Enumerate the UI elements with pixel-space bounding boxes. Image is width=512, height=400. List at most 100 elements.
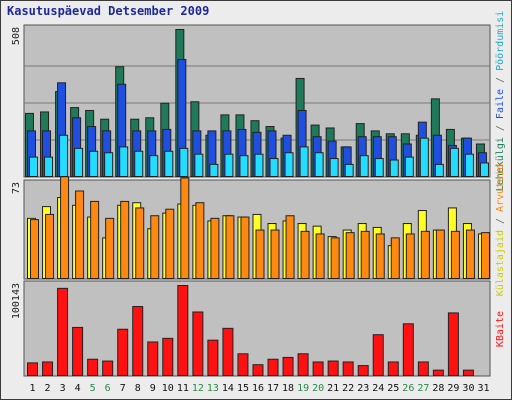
kbytes-bar bbox=[192, 311, 204, 377]
files-bar bbox=[449, 147, 459, 177]
files-bar bbox=[89, 150, 99, 177]
files-bar bbox=[419, 137, 429, 178]
files-bar bbox=[134, 150, 144, 177]
files-bar bbox=[44, 156, 54, 177]
files-bar bbox=[269, 158, 279, 177]
x-tick-label: 8 bbox=[135, 383, 141, 394]
visits-bar bbox=[375, 233, 385, 280]
visits-bar bbox=[120, 200, 130, 279]
kbytes-bar bbox=[27, 362, 38, 377]
kbytes-bar bbox=[102, 360, 114, 377]
kbytes-bar bbox=[312, 361, 324, 376]
files-bar bbox=[59, 134, 69, 177]
middle-ymax-label: 73 bbox=[11, 182, 22, 194]
visits-bar bbox=[255, 229, 265, 279]
visits-bar bbox=[390, 237, 400, 280]
files-bar bbox=[74, 147, 84, 177]
kbytes-bar bbox=[417, 361, 429, 376]
files-bar bbox=[314, 152, 324, 177]
visits-bar bbox=[285, 215, 295, 280]
x-tick-label: 19 bbox=[297, 383, 309, 394]
kbytes-bar bbox=[207, 339, 219, 376]
visits-bar bbox=[30, 219, 39, 280]
kbytes-bar bbox=[57, 287, 69, 376]
kbytes-bar bbox=[402, 323, 414, 377]
x-tick-label: 18 bbox=[282, 383, 294, 394]
kbytes-bar bbox=[132, 306, 144, 376]
visits-bar bbox=[345, 232, 355, 279]
kbytes-bar bbox=[447, 312, 459, 376]
kbytes-bar bbox=[342, 361, 354, 376]
x-tick-label: 17 bbox=[267, 383, 279, 394]
kbytes-bar bbox=[87, 358, 99, 376]
files-bar bbox=[404, 156, 414, 177]
x-tick-label: 7 bbox=[120, 383, 126, 394]
x-tick-label: 26 bbox=[402, 383, 414, 394]
x-tick-label: 28 bbox=[432, 383, 444, 394]
visits-bar bbox=[330, 237, 340, 280]
visits-bar bbox=[135, 207, 145, 279]
files-bar bbox=[239, 155, 249, 178]
bottom-ymax-label: 100143 bbox=[11, 283, 22, 319]
visits-bar bbox=[105, 217, 115, 279]
kbytes-bar bbox=[237, 353, 249, 377]
files-bar bbox=[209, 163, 219, 178]
x-tick-label: 25 bbox=[387, 383, 399, 394]
x-tick-label: 14 bbox=[222, 383, 234, 394]
x-tick-label: 15 bbox=[237, 383, 249, 394]
visits-bar bbox=[420, 230, 430, 280]
kbytes-bar bbox=[372, 334, 384, 376]
middle-legend-label: Külastajaid / Arvuteid bbox=[495, 164, 506, 296]
x-tick-label: 13 bbox=[207, 383, 219, 394]
visits-bar bbox=[45, 213, 55, 279]
top-ymax-label: 508 bbox=[11, 27, 22, 45]
x-tick-label: 4 bbox=[75, 383, 81, 394]
files-bar bbox=[179, 147, 189, 177]
x-tick-label: 5 bbox=[90, 383, 96, 394]
kbytes-bar bbox=[177, 285, 189, 376]
visits-bar bbox=[60, 176, 70, 280]
x-tick-label: 3 bbox=[60, 383, 66, 394]
bottom-legend-label: KBaite bbox=[495, 311, 506, 347]
visits-bar bbox=[315, 233, 325, 280]
x-tick-label: 10 bbox=[162, 383, 174, 394]
visits-bar bbox=[150, 215, 160, 280]
visits-bar bbox=[165, 208, 175, 279]
kbytes-bar bbox=[162, 337, 174, 376]
visits-bar bbox=[225, 215, 235, 280]
legend-part: Faile bbox=[495, 89, 506, 119]
visits-bar bbox=[180, 177, 190, 279]
files-bar bbox=[359, 155, 369, 178]
files-bar bbox=[479, 162, 489, 178]
visits-bar bbox=[195, 202, 205, 279]
x-tick-label: 27 bbox=[417, 383, 429, 394]
files-bar bbox=[119, 146, 129, 178]
files-bar bbox=[254, 153, 264, 178]
visits-bar bbox=[90, 200, 100, 279]
legend-part: Lehekülgi bbox=[495, 137, 506, 191]
kbytes-bar bbox=[297, 353, 309, 377]
visits-bar bbox=[210, 217, 220, 279]
files-bar bbox=[224, 153, 234, 178]
kbytes-bar bbox=[432, 369, 444, 377]
kbytes-bar bbox=[387, 361, 399, 376]
x-tick-label: 9 bbox=[150, 383, 156, 394]
legend-part: / bbox=[495, 119, 506, 137]
visits-bar bbox=[240, 216, 250, 279]
x-tick-label: 1 bbox=[30, 383, 36, 394]
files-bar bbox=[299, 146, 309, 178]
x-tick-label: 20 bbox=[312, 383, 324, 394]
kbytes-bar bbox=[282, 356, 294, 377]
kbytes-bar bbox=[327, 360, 339, 377]
x-tick-label: 29 bbox=[447, 383, 459, 394]
top-legend-label: Lehekülgi / Faile / Pöördumisi bbox=[495, 11, 506, 192]
visits-bar bbox=[480, 232, 490, 279]
files-bar bbox=[194, 153, 204, 178]
files-bar bbox=[284, 152, 294, 177]
x-tick-label: 22 bbox=[342, 383, 354, 394]
visits-bar bbox=[435, 229, 445, 279]
x-tick-label: 16 bbox=[252, 383, 264, 394]
visits-bar bbox=[300, 230, 310, 280]
kbytes-bar bbox=[267, 358, 279, 376]
